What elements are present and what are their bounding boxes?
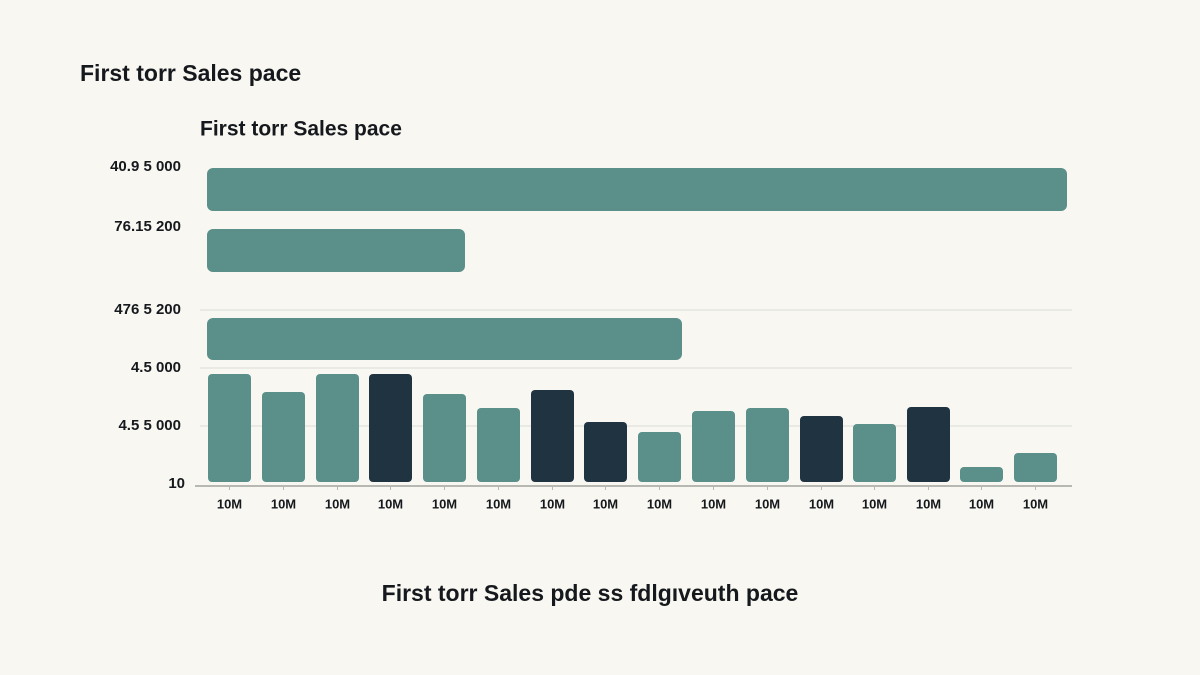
x-label: 10M bbox=[432, 496, 457, 511]
x-label: 10M bbox=[647, 496, 672, 511]
vertical-bar bbox=[907, 407, 950, 482]
vertical-bar bbox=[262, 392, 305, 482]
x-label: 10M bbox=[755, 496, 780, 511]
caption: First torr Sales pde ss fdlgıveuth pace bbox=[382, 580, 799, 606]
vertical-bar bbox=[584, 422, 627, 482]
x-label: 10M bbox=[809, 496, 834, 511]
vertical-bar bbox=[638, 432, 681, 482]
horizontal-bar bbox=[207, 168, 1067, 211]
x-label: 10M bbox=[593, 496, 618, 511]
vertical-bar bbox=[1014, 453, 1057, 482]
vertical-bar bbox=[692, 411, 735, 482]
page-title: First torr Sales pace bbox=[80, 60, 301, 86]
x-label: 10M bbox=[378, 496, 403, 511]
vertical-bar bbox=[960, 467, 1003, 482]
vertical-bar bbox=[853, 424, 896, 482]
x-label: 10M bbox=[486, 496, 511, 511]
horizontal-bar bbox=[207, 229, 465, 272]
vertical-bar bbox=[477, 408, 520, 482]
x-label: 10M bbox=[217, 496, 242, 511]
vertical-bar bbox=[369, 374, 412, 482]
vertical-bar bbox=[531, 390, 574, 482]
y-label: 4.5 000 bbox=[131, 359, 181, 376]
horizontal-bar bbox=[207, 318, 682, 360]
x-label: 10M bbox=[916, 496, 941, 511]
y-label: 76.15 200 bbox=[114, 218, 181, 235]
x-label: 10M bbox=[271, 496, 296, 511]
x-label: 10M bbox=[540, 496, 565, 511]
x-label: 10M bbox=[325, 496, 350, 511]
vertical-bar bbox=[316, 374, 359, 482]
vertical-bar bbox=[746, 408, 789, 482]
chart-title: First torr Sales pace bbox=[200, 118, 402, 141]
y-label: 476 5 200 bbox=[114, 301, 181, 318]
x-label: 10M bbox=[862, 496, 887, 511]
y-label: 40.9 5 000 bbox=[110, 158, 181, 175]
vertical-bar bbox=[208, 374, 251, 482]
vertical-bar bbox=[800, 416, 843, 482]
y-label: 4.5 5 000 bbox=[118, 417, 181, 434]
x-label: 10M bbox=[969, 496, 994, 511]
x-label: 10M bbox=[1023, 496, 1048, 511]
y-label: 10 bbox=[168, 475, 185, 492]
vertical-bar bbox=[423, 394, 466, 482]
x-label: 10M bbox=[701, 496, 726, 511]
